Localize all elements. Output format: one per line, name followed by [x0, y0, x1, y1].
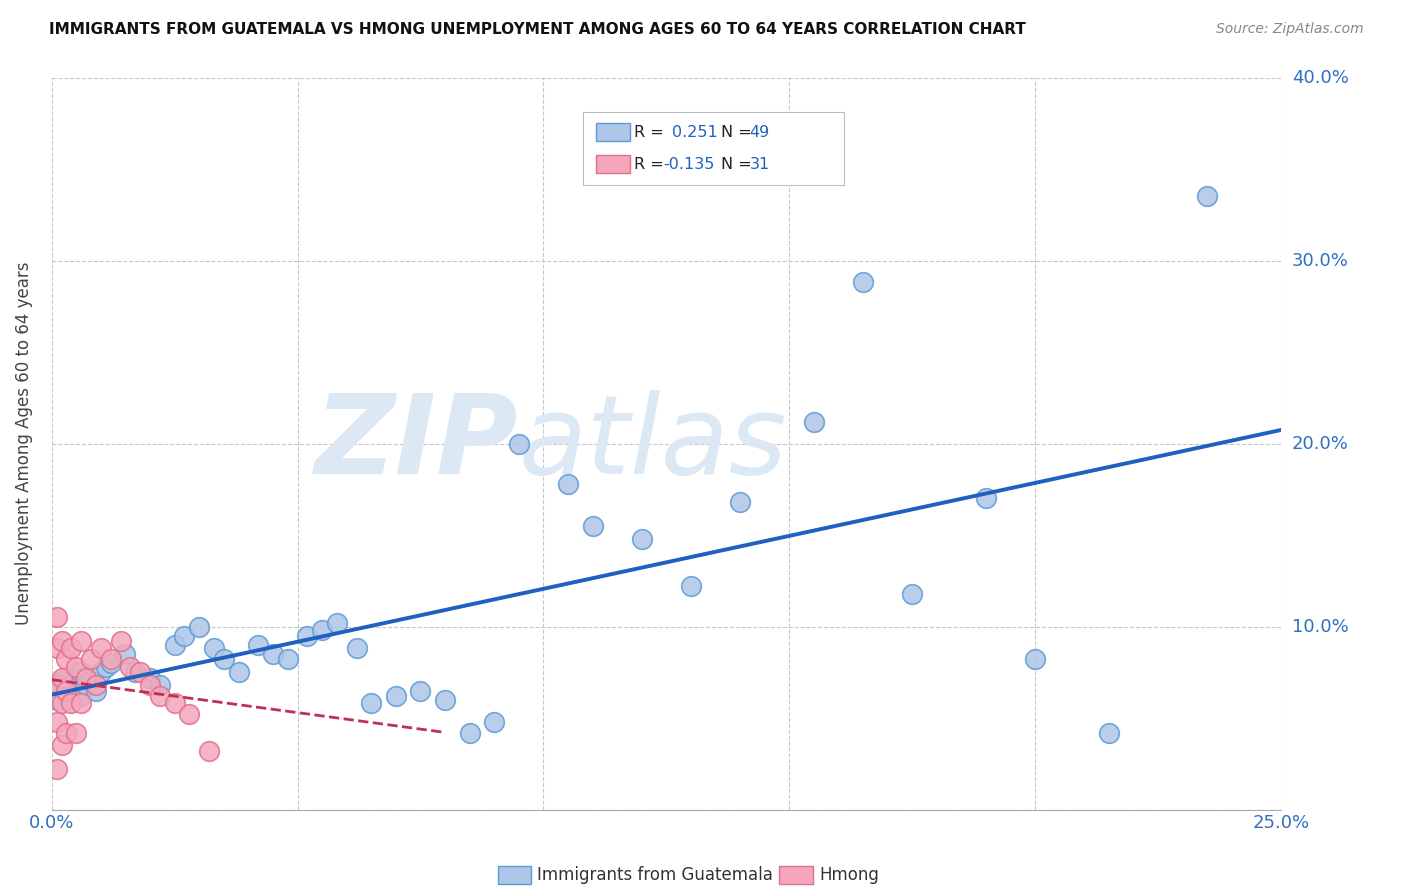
Point — [70, 665, 93, 680]
Point — [114, 647, 136, 661]
Point — [326, 615, 349, 630]
Point — [80, 674, 103, 689]
Point — [149, 689, 172, 703]
Point — [65, 725, 87, 739]
Point — [139, 671, 162, 685]
Point — [51, 697, 73, 711]
Text: 20.0%: 20.0% — [1292, 434, 1348, 452]
Point — [346, 641, 368, 656]
Point — [262, 647, 284, 661]
Point — [1024, 652, 1046, 666]
Point — [110, 634, 132, 648]
Point — [297, 629, 319, 643]
Point — [484, 714, 506, 729]
Text: IMMIGRANTS FROM GUATEMALA VS HMONG UNEMPLOYMENT AMONG AGES 60 TO 64 YEARS CORREL: IMMIGRANTS FROM GUATEMALA VS HMONG UNEMP… — [49, 22, 1026, 37]
Point — [100, 652, 122, 666]
Point — [202, 641, 225, 656]
Point — [70, 634, 93, 648]
Text: 30.0%: 30.0% — [1292, 252, 1348, 269]
Point — [94, 660, 117, 674]
Point — [385, 689, 408, 703]
Point — [84, 683, 107, 698]
Point — [45, 641, 67, 656]
Text: 31: 31 — [749, 157, 769, 171]
Text: Source: ZipAtlas.com: Source: ZipAtlas.com — [1216, 22, 1364, 37]
Point — [458, 725, 481, 739]
Point — [55, 683, 77, 698]
Point — [557, 476, 579, 491]
Point — [803, 415, 825, 429]
Text: R =: R = — [634, 157, 664, 171]
Text: R =: R = — [634, 125, 669, 139]
Point — [247, 638, 270, 652]
Point — [198, 744, 221, 758]
Point — [100, 656, 122, 670]
Point — [179, 707, 201, 722]
Point — [60, 697, 83, 711]
Text: 10.0%: 10.0% — [1292, 617, 1348, 635]
Point — [360, 697, 382, 711]
Point — [277, 652, 299, 666]
Point — [45, 610, 67, 624]
Text: atlas: atlas — [519, 390, 787, 497]
Point — [1197, 189, 1219, 203]
Point — [55, 683, 77, 698]
Point — [55, 725, 77, 739]
Point — [60, 641, 83, 656]
Point — [70, 689, 93, 703]
Point — [84, 678, 107, 692]
Point — [75, 671, 97, 685]
Text: 40.0%: 40.0% — [1292, 69, 1348, 87]
Text: -0.135: -0.135 — [664, 157, 716, 171]
Point — [51, 674, 73, 689]
Point — [212, 652, 235, 666]
Point — [163, 697, 186, 711]
Point — [581, 519, 603, 533]
Point — [55, 652, 77, 666]
Point — [901, 586, 924, 600]
Point — [45, 678, 67, 692]
Point — [51, 671, 73, 685]
Point — [45, 762, 67, 776]
Point — [728, 495, 751, 509]
Point — [65, 660, 87, 674]
Point — [630, 532, 652, 546]
Point — [75, 678, 97, 692]
Point — [173, 629, 195, 643]
Point — [90, 665, 112, 680]
Point — [124, 665, 146, 680]
Point — [70, 697, 93, 711]
Point — [45, 692, 67, 706]
Text: N =: N = — [721, 125, 752, 139]
Point — [139, 678, 162, 692]
Point — [679, 579, 702, 593]
Text: Hmong: Hmong — [820, 866, 880, 884]
Point — [129, 665, 152, 680]
Point — [51, 634, 73, 648]
Point — [311, 623, 333, 637]
Text: ZIP: ZIP — [315, 390, 519, 497]
Text: 0.251: 0.251 — [672, 125, 718, 139]
Point — [163, 638, 186, 652]
Point — [188, 619, 211, 633]
Point — [508, 436, 530, 450]
Point — [90, 641, 112, 656]
Point — [852, 276, 875, 290]
Point — [434, 692, 457, 706]
Point — [120, 660, 142, 674]
Text: Immigrants from Guatemala: Immigrants from Guatemala — [537, 866, 773, 884]
Point — [80, 652, 103, 666]
Point — [60, 678, 83, 692]
Text: N =: N = — [721, 157, 752, 171]
Point — [51, 739, 73, 753]
Point — [228, 665, 250, 680]
Point — [409, 683, 432, 698]
Y-axis label: Unemployment Among Ages 60 to 64 years: Unemployment Among Ages 60 to 64 years — [15, 261, 32, 625]
Point — [1098, 725, 1121, 739]
Text: 49: 49 — [749, 125, 769, 139]
Point — [65, 671, 87, 685]
Point — [149, 678, 172, 692]
Point — [45, 714, 67, 729]
Point — [974, 491, 997, 506]
